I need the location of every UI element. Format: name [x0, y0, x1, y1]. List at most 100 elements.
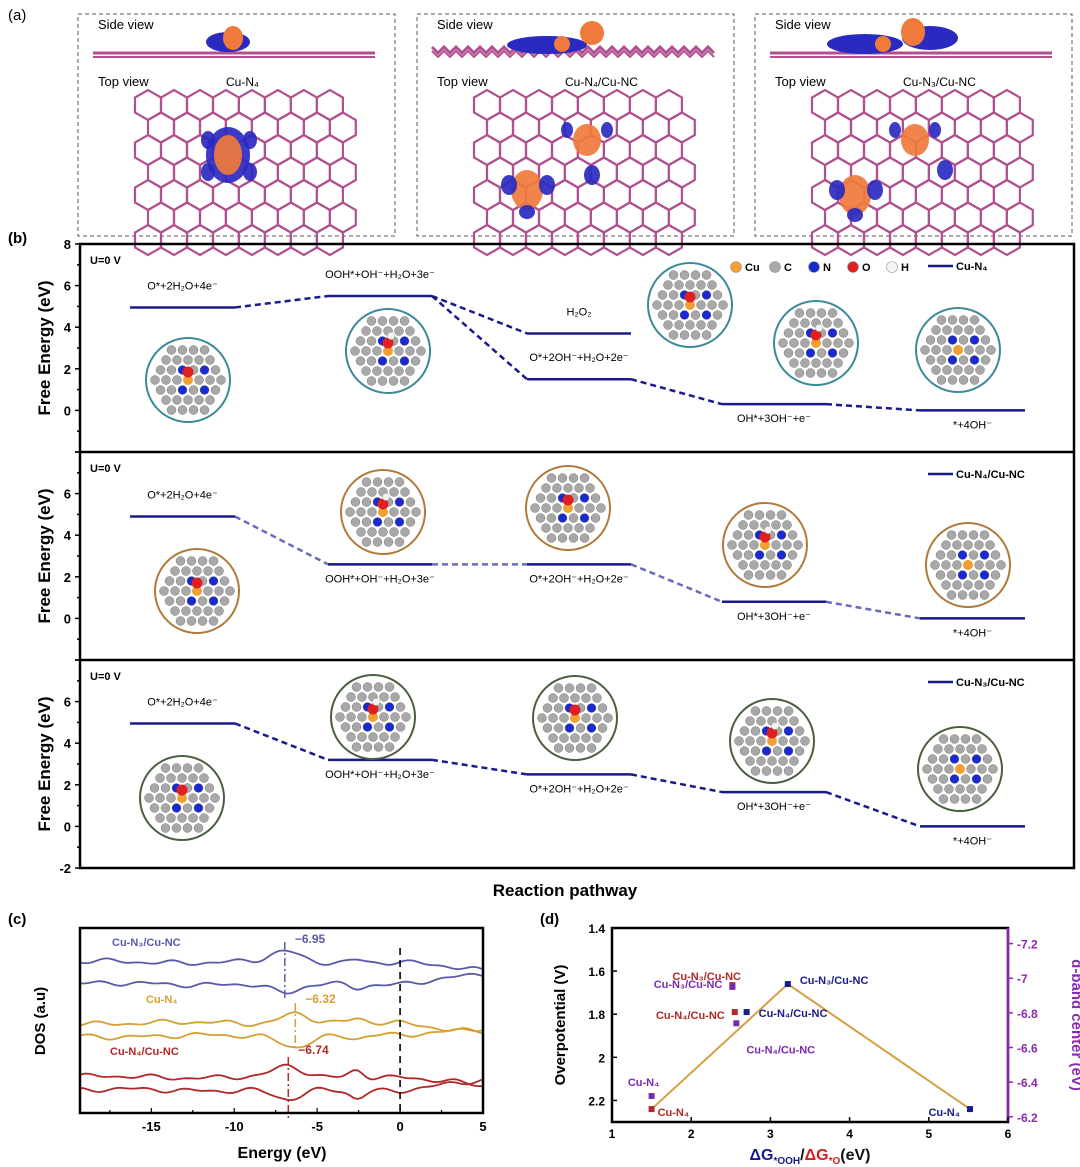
y2-tick-label: -6.6	[1017, 1042, 1038, 1056]
side-view-sheet	[93, 26, 375, 58]
adsorption-structure-inset	[345, 308, 431, 394]
structure-label: Cu-N₄/Cu-NC	[565, 75, 638, 89]
view-frame	[754, 13, 1073, 237]
energy-level-label: OOH*+OH⁻+H₂O+3e⁻	[325, 269, 435, 281]
structure-label: Cu-N₃/Cu-NC	[903, 75, 976, 89]
atom-legend-label: Cu	[745, 262, 760, 274]
potential-annotation: U=0 V	[90, 255, 122, 267]
series-label: Cu-N₃/Cu-NC	[112, 937, 181, 949]
y-axis-label: Free Energy (eV)	[35, 280, 54, 415]
charge-isosurface	[847, 208, 863, 222]
adsorption-structure-inset	[915, 307, 1001, 393]
free-energy-panel-2: 6 4 2 0 Free Energy (eV) U=0 V Cu-N₄/Cu-NC O*+2…	[35, 450, 1074, 661]
charge-isosurface	[601, 122, 613, 138]
free-energy-panel-1: 8 6 4 2 0 Free Energy (eV) U=0 V Cu-N₄ O*+2H₂O+4…	[35, 237, 1025, 453]
energy-level-label: O*+2OH⁻+H₂O+2e⁻	[529, 783, 629, 795]
energy-level-label: *+4OH⁻	[953, 627, 992, 639]
transition-dashed-line	[825, 600, 921, 620]
y2-tick-label: -7.2	[1017, 938, 1038, 952]
y-tick-label: 0	[64, 819, 71, 834]
atom-cu-swatch	[730, 261, 742, 273]
x-tick-label: 5	[925, 1127, 932, 1141]
structure-label: Cu-N₄	[226, 75, 259, 89]
charge-isosurface	[827, 34, 903, 54]
dos-series: Cu-N₄/Cu-NC −6.74	[79, 1043, 483, 1121]
energy-level-label: H₂O₂	[566, 306, 591, 318]
y-tick-label: 1.8	[588, 1008, 605, 1022]
side-view-sheet	[770, 18, 1052, 58]
volcano-frame	[610, 926, 1010, 1124]
transition-dashed-line	[630, 377, 723, 406]
charge-isosurface	[519, 205, 535, 219]
y-axis-label: Overpotential (V)	[552, 965, 569, 1086]
x-axis-label-part: *O	[829, 1156, 841, 1167]
point-label: Cu-N₄/Cu-NC	[656, 1010, 725, 1022]
x-axis-label-part: *OOH	[773, 1156, 800, 1167]
data-point	[648, 1093, 655, 1100]
charge-isosurface	[875, 36, 891, 52]
view-frame	[416, 13, 735, 237]
energy-level-label: O*+2OH⁻+H₂O+2e⁻	[529, 352, 629, 364]
legend-label: Cu-N₃/Cu-NC	[956, 677, 1025, 689]
potential-annotation: U=0 V	[90, 671, 122, 683]
charge-isosurface	[901, 18, 925, 46]
y-tick-label: 0	[64, 611, 71, 626]
view-frame	[77, 13, 396, 237]
panel-label-d: (d)	[540, 911, 559, 928]
dos-curve	[80, 972, 483, 995]
side-view-label: Side view	[775, 17, 831, 32]
y-tick-label: 1.4	[588, 922, 605, 936]
data-point	[733, 1020, 740, 1027]
energy-level-label: *+4OH⁻	[953, 419, 992, 431]
adsorption-structure-inset	[145, 337, 231, 423]
series-label: Cu-N₄/Cu-NC	[110, 1046, 179, 1058]
point-label: Cu-N₃/Cu-NC	[672, 971, 741, 983]
dos-curve	[79, 1011, 483, 1035]
charge-isosurface	[889, 122, 901, 138]
charge-isosurface	[201, 131, 215, 149]
charge-isosurface	[511, 170, 543, 210]
top-view-lattice	[133, 88, 357, 257]
atom-legend-label: H	[901, 262, 909, 274]
charge-isosurface	[937, 160, 953, 180]
atom-c-swatch	[769, 261, 781, 273]
transition-dashed-line	[431, 295, 528, 381]
y2-axis-label: d-band center (eV)	[1068, 959, 1080, 1091]
atom-h-swatch	[886, 261, 898, 273]
atom-n-swatch	[808, 261, 820, 273]
y2-tick-label: -6.4	[1017, 1076, 1038, 1090]
energy-level-label: OH*+3OH⁻+e⁻	[737, 611, 811, 623]
y-tick-label: 4	[64, 736, 72, 751]
y-tick-label: 8	[64, 237, 71, 252]
top-view-label: Top view	[775, 74, 826, 89]
dos-series: Cu-N₄ −6.32	[79, 992, 483, 1050]
point-label: Cu-N₄/Cu-NC	[746, 1044, 815, 1056]
charge-isosurface	[507, 36, 587, 54]
atom-o-swatch	[847, 261, 859, 273]
y2-tick-label: -6.2	[1017, 1111, 1038, 1125]
legend-label: Cu-N₄/Cu-NC	[956, 469, 1025, 481]
side-view-label: Side view	[437, 17, 493, 32]
side-view-sheet	[430, 21, 716, 59]
energy-level-label: *+4OH⁻	[953, 835, 992, 847]
atom-legend-label: C	[784, 262, 792, 274]
x-axis-label: Energy (eV)	[238, 1145, 327, 1162]
d-band-center-value: −6.74	[298, 1043, 329, 1057]
d-band-center-value: −6.32	[305, 992, 336, 1006]
transition-dashed-line	[234, 722, 329, 762]
top-view-lattice	[472, 88, 696, 257]
point-label: Cu-N₄/Cu-NC	[759, 1008, 828, 1020]
charge-isosurface	[539, 175, 555, 195]
data-point	[729, 983, 736, 990]
adsorption-structure-inset	[917, 726, 1003, 812]
charge-density-view-3: Side view Top view Cu-N₃/Cu-NC	[754, 13, 1073, 257]
y-tick-label: 2	[64, 362, 71, 377]
panel-label-a: (a)	[8, 7, 26, 24]
charge-isosurface	[214, 135, 242, 175]
x-axis-label-part: ΔG	[805, 1147, 829, 1164]
transition-dashed-line	[431, 758, 528, 776]
volcano-plot: Cu-N₃/Cu-NCCu-N₄/Cu-NCCu-N₄Cu-N₃/Cu-NCCu…	[552, 922, 1080, 1167]
point-label: Cu-N₄	[628, 1077, 660, 1089]
dos-curve	[79, 949, 483, 971]
x-tick-label: 4	[846, 1127, 853, 1141]
